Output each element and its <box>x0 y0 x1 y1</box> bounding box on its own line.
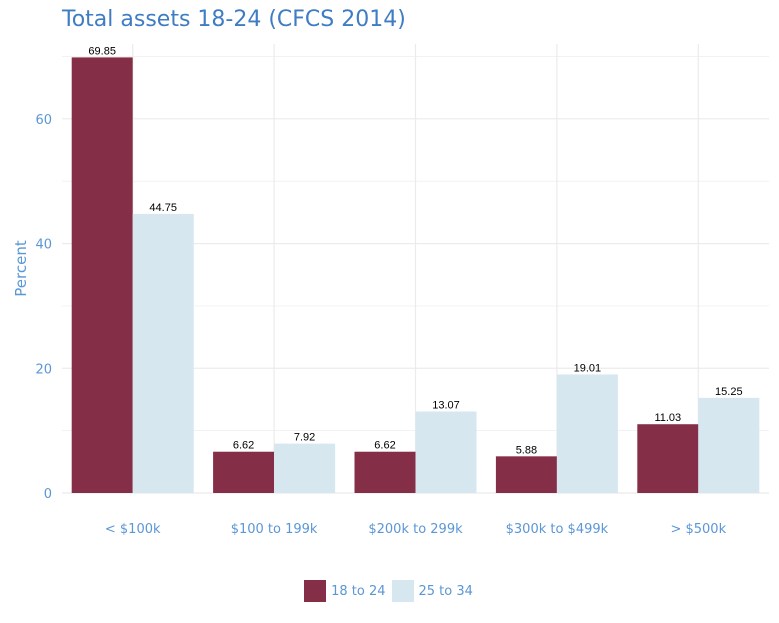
data-label-series-2-1: 44.75 <box>149 202 177 214</box>
data-label-series-1-1: 69.85 <box>88 45 116 57</box>
legend: 18 to 24 25 to 34 <box>0 580 779 602</box>
bar-series-1-2 <box>213 451 275 493</box>
legend-label-series-2: 25 to 34 <box>418 583 473 599</box>
data-label-series-1-4: 5.88 <box>516 444 537 456</box>
y-tick-label: 60 <box>35 113 52 128</box>
bar-series-1-1 <box>71 57 133 493</box>
y-tick-label: 40 <box>35 238 52 253</box>
bar-series-2-1 <box>132 213 194 493</box>
data-label-series-2-4: 19.01 <box>574 362 602 374</box>
axes: 0 20 40 60 < $100k $100 to 199k $200k to 299k $… <box>12 113 727 537</box>
y-tick-label: 0 <box>44 487 52 502</box>
bar-series-1-5 <box>637 424 699 493</box>
y-tick-label: 20 <box>35 362 52 377</box>
x-tick-label: $300k to $499k <box>506 522 609 537</box>
data-label-series-1-3: 6.62 <box>374 440 395 452</box>
data-label-series-2-2: 7.92 <box>294 432 315 444</box>
legend-swatch-series-1 <box>304 580 327 602</box>
data-label-series-1-5: 11.03 <box>654 412 681 424</box>
x-tick-label: $200k to 299k <box>368 522 463 537</box>
data-label-series-2-5: 15.25 <box>715 386 743 398</box>
bars <box>71 57 760 493</box>
x-tick-label: $100 to 199k <box>231 522 318 537</box>
data-labels: 69.85 6.62 6.62 5.88 11.03 44.75 7.92 13.07 19.0… <box>88 45 742 456</box>
legend-label-series-1: 18 to 24 <box>331 583 386 599</box>
data-label-series-1-2: 6.62 <box>233 440 254 452</box>
y-axis-title: Percent <box>12 240 30 297</box>
data-label-series-2-3: 13.07 <box>432 399 460 411</box>
legend-item-series-2: 25 to 34 <box>391 580 475 602</box>
legend-swatch-series-2 <box>391 580 414 602</box>
chart-title: Total assets 18-24 (CFCS 2014) <box>62 7 406 32</box>
x-tick-label: > $500k <box>670 522 726 537</box>
bar-series-2-2 <box>274 443 336 493</box>
bar-series-2-5 <box>698 397 760 493</box>
bar-series-1-4 <box>495 456 557 493</box>
legend-item-series-1: 18 to 24 <box>304 580 387 602</box>
x-tick-label: < $100k <box>105 522 161 537</box>
bar-series-1-3 <box>354 451 416 493</box>
bar-series-2-3 <box>415 411 477 493</box>
bar-series-2-4 <box>556 374 618 493</box>
